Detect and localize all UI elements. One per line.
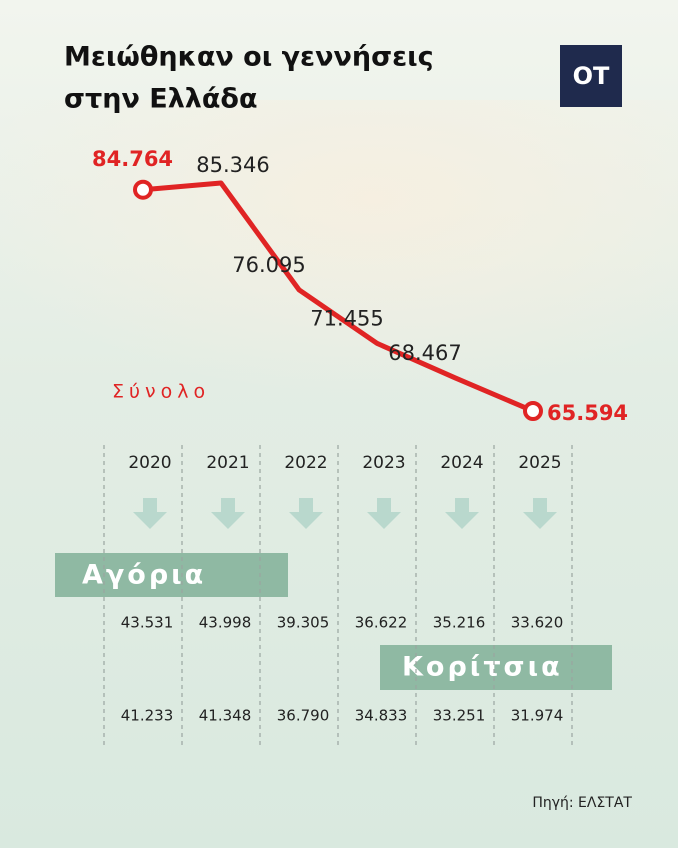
girls-label: Κορίτσια (402, 652, 563, 683)
girls-value: 41.348 (199, 707, 252, 725)
down-arrow (211, 498, 245, 529)
girls-box (380, 645, 612, 690)
down-arrow (289, 498, 323, 529)
total-line (142, 180, 534, 414)
value-label: 68.467 (388, 341, 461, 365)
boys-value: 39.305 (277, 614, 330, 632)
logo: OT (573, 62, 610, 90)
boys-value: 36.622 (355, 614, 408, 632)
girls-value: 33.251 (433, 707, 486, 725)
down-arrow (133, 498, 167, 529)
value-label: 71.455 (310, 306, 383, 330)
girls-value: 34.833 (355, 707, 408, 725)
boys-box (55, 553, 288, 597)
year-label: 2022 (284, 453, 327, 473)
year-label: 2023 (362, 453, 405, 473)
girls-value: 41.233 (121, 707, 174, 725)
down-arrow (445, 498, 479, 529)
source: Πηγή: ΕΛΣΤΑΤ (532, 795, 632, 811)
boys-label: Αγόρια (82, 560, 206, 591)
down-arrow (523, 498, 557, 529)
year-label: 2020 (128, 453, 171, 473)
value-label: 85.346 (196, 153, 269, 177)
boys-value: 33.620 (511, 614, 564, 632)
year-label: 2024 (440, 453, 483, 473)
boys-value: 35.216 (433, 614, 486, 632)
title-line: Μειώθηκαν οι γεννήσεις (64, 42, 434, 73)
value-label: 84.764 (92, 147, 173, 171)
boys-value: 43.531 (121, 614, 174, 632)
logo-box (560, 45, 622, 107)
point-marker (133, 179, 153, 200)
value-label: 76.095 (232, 253, 305, 277)
value-label: 65.594 (547, 401, 628, 425)
year-label: 2025 (518, 453, 561, 473)
series-label: Σύνολο (112, 381, 210, 403)
photo-glow (0, 100, 678, 430)
point-marker (523, 401, 543, 421)
girls-value: 36.790 (277, 707, 330, 725)
year-label: 2021 (206, 453, 249, 473)
boys-value: 43.998 (199, 614, 252, 632)
down-arrow (367, 498, 401, 529)
title-line: στην Ελλάδα (64, 84, 258, 115)
girls-value: 31.974 (511, 707, 564, 725)
